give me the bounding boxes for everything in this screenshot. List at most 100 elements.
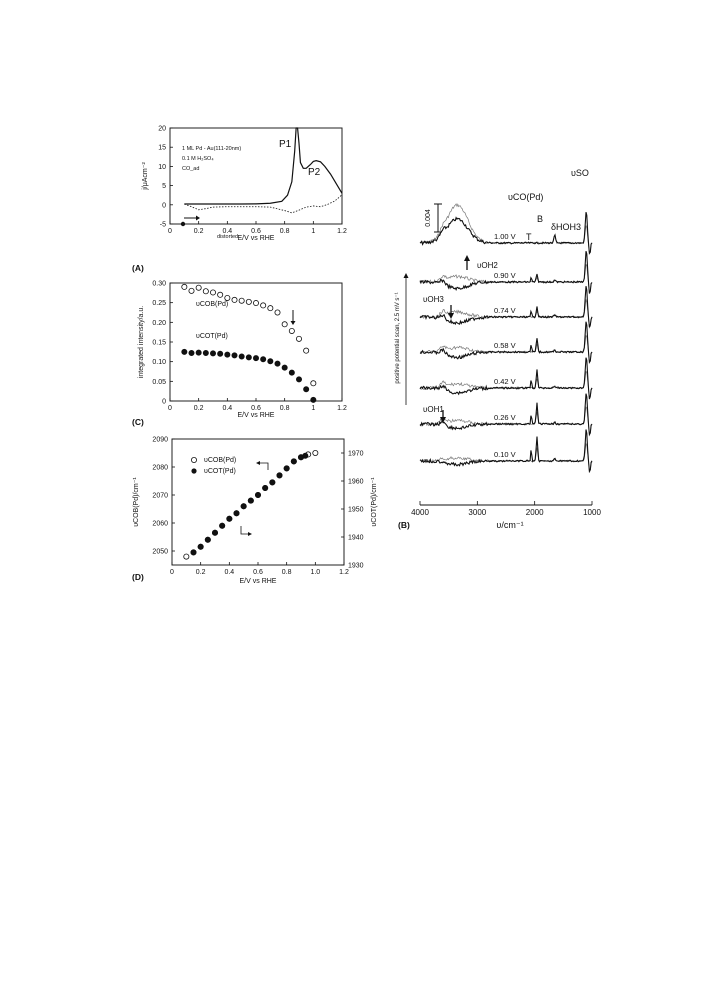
panel-d-point-cot bbox=[197, 543, 204, 550]
panel-d-y2tick-label: 1950 bbox=[348, 507, 364, 514]
panel-b-spectrum-trace bbox=[419, 357, 593, 400]
panel-b-spectrum-trace bbox=[419, 211, 593, 255]
panel-b-band-dh: δHOH3 bbox=[551, 222, 581, 232]
panel-d-point-cot bbox=[262, 484, 269, 491]
panel-b-potential-label: 0.58 V bbox=[494, 341, 516, 350]
panel-c-label: (C) bbox=[132, 417, 144, 427]
panel-a-condition-1: 1 ML Pd - Au(111-20nm) bbox=[182, 146, 241, 152]
panel-b-label: (B) bbox=[398, 520, 410, 530]
panel-a-peak-p1: P1 bbox=[279, 139, 292, 150]
panel-d-xtick-label: 0.6 bbox=[253, 569, 263, 576]
panel-b-spectrum-trace bbox=[419, 429, 593, 473]
panel-b-potential-label: 0.10 V bbox=[494, 450, 516, 459]
panel-b-ir-spectra: 4000 3000 2000 1000 υ/cm⁻¹ positive potenti… bbox=[395, 168, 601, 530]
panel-a-xtick-label: 1 bbox=[311, 228, 315, 235]
panel-b-spectrum-trace bbox=[420, 321, 593, 365]
panel-a-xtick-label: 0.6 bbox=[251, 228, 261, 235]
panel-c-xlabel: E/V vs RHE bbox=[238, 412, 275, 419]
panel-c-points bbox=[181, 283, 317, 403]
panel-b-side-arrow-icon bbox=[403, 273, 409, 405]
panel-d-legend-cot: υCOT(Pd) bbox=[204, 468, 236, 475]
panel-b-band-vso: υSO bbox=[571, 168, 589, 178]
panel-c-point-cob bbox=[267, 305, 274, 312]
panel-c-down-arrow-icon bbox=[290, 310, 296, 325]
panel-c-xtick-label: 1 bbox=[311, 405, 315, 412]
panel-d-y2tick-label: 1970 bbox=[348, 451, 364, 458]
panel-d-xtick-label: 0.8 bbox=[282, 569, 292, 576]
panel-c-point-cot bbox=[267, 358, 274, 365]
panel-d-ytick-label: 2060 bbox=[152, 521, 168, 528]
panel-b-scale-value: 0.004 bbox=[425, 209, 432, 227]
panel-c-point-cot bbox=[310, 396, 317, 403]
panel-a-condition-2: 0.1 M H₂SO₄ bbox=[182, 156, 214, 162]
panel-d-point-cob bbox=[183, 553, 190, 560]
panel-b-xtick-label: 3000 bbox=[468, 508, 486, 517]
panel-a-start-marker bbox=[180, 221, 186, 227]
panel-a-peak-p2: P2 bbox=[308, 167, 321, 178]
panel-d-label: (D) bbox=[132, 572, 144, 582]
panel-b-xtick-label: 2000 bbox=[526, 508, 544, 517]
panel-d-xtick-label: 0.4 bbox=[224, 569, 234, 576]
panel-b-spectrum-trace bbox=[419, 250, 593, 294]
panel-b-axis-ticks: 4000 3000 2000 1000 bbox=[411, 501, 601, 517]
panel-d-point-cot bbox=[254, 491, 261, 498]
panel-b-potential-labels: 1.00 V 0.90 V 0.74 V 0.58 V 0.42 V 0.26 V 0.10… bbox=[494, 232, 516, 459]
panel-d-xtick-label: 0 bbox=[170, 569, 174, 576]
panel-c-point-cot bbox=[181, 348, 188, 355]
panel-c-point-cot bbox=[188, 350, 195, 357]
panel-a-ylabel: j/μAcm⁻² bbox=[142, 162, 149, 191]
panel-c-point-cob bbox=[310, 380, 317, 387]
panel-a-ytick-label: -5 bbox=[160, 222, 166, 229]
panel-d-ytick-label: 2090 bbox=[152, 437, 168, 444]
panel-b-potential-label: 0.26 V bbox=[494, 413, 516, 422]
panel-b-xtick-label: 1000 bbox=[583, 508, 601, 517]
panel-c-xtick-label: 0.6 bbox=[251, 405, 261, 412]
panel-d-ytick-label: 2080 bbox=[152, 465, 168, 472]
panel-c-point-cot bbox=[238, 353, 245, 360]
panel-a-condition-3: CO_ad bbox=[182, 166, 199, 172]
panel-c-point-cot bbox=[274, 360, 281, 367]
panel-b-band-oh3: υOH3 bbox=[423, 295, 444, 304]
panel-c-point-cob bbox=[295, 335, 302, 342]
panel-c-point-cot bbox=[202, 350, 209, 357]
panel-c-axis-ticks: 0 0.2 0.4 0.6 0.8 1 1.2 0 0.05 0.10 0.15 0.20 0.25 0.… bbox=[152, 281, 347, 413]
panel-b-spectrum-trace bbox=[419, 285, 593, 328]
panel-c-xtick-label: 0.4 bbox=[222, 405, 232, 412]
panel-d-point-cot bbox=[247, 497, 254, 504]
panel-d-xlabel: E/V vs RHE bbox=[240, 578, 277, 585]
panel-a-ytick-label: 5 bbox=[162, 183, 166, 190]
panel-c-legend-cot: υCOT(Pd) bbox=[196, 333, 228, 340]
panel-b-spectrum-trace bbox=[419, 393, 593, 437]
panel-c-legend-cob: υCOB(Pd) bbox=[196, 301, 228, 308]
panel-c-point-cob bbox=[260, 302, 267, 309]
panel-d-xtick-label: 1.0 bbox=[310, 569, 320, 576]
panel-c-ytick-label: 0.20 bbox=[152, 320, 166, 327]
panel-d-point-cot bbox=[204, 536, 211, 543]
panel-c-point-cot bbox=[252, 355, 259, 362]
panel-d-point-cot bbox=[211, 529, 218, 536]
panel-d-legend-marker-cob bbox=[190, 456, 197, 463]
panel-b-side-label: positive potential scan, 2.5 mV s⁻¹ bbox=[395, 292, 401, 383]
panel-c-point-cot bbox=[288, 369, 295, 376]
panel-a-label: (A) bbox=[132, 263, 144, 273]
panel-b-potential-label: 1.00 V bbox=[494, 232, 516, 241]
panel-a-ytick-label: 15 bbox=[158, 145, 166, 152]
panel-b-xtick-label: 4000 bbox=[411, 508, 429, 517]
panel-a-xlabel: E/V vs RHE bbox=[238, 235, 275, 242]
panel-c-ytick-label: 0.30 bbox=[152, 281, 166, 288]
panel-c-point-cob bbox=[209, 289, 216, 296]
panel-d-ytick-label: 2050 bbox=[152, 549, 168, 556]
panel-d-xtick-label: 0.2 bbox=[196, 569, 206, 576]
panel-d-point-cot bbox=[233, 510, 240, 517]
panel-d-points bbox=[183, 449, 319, 560]
panel-d-y2tick-label: 1930 bbox=[348, 563, 364, 570]
panel-d-point-cot bbox=[290, 458, 297, 465]
panel-c-xtick-label: 0.2 bbox=[194, 405, 204, 412]
panel-d-point-cot bbox=[190, 549, 197, 556]
panel-d-point-cot bbox=[269, 479, 276, 486]
panel-c-point-cob bbox=[303, 347, 310, 354]
panel-c-ytick-label: 0.15 bbox=[152, 340, 166, 347]
